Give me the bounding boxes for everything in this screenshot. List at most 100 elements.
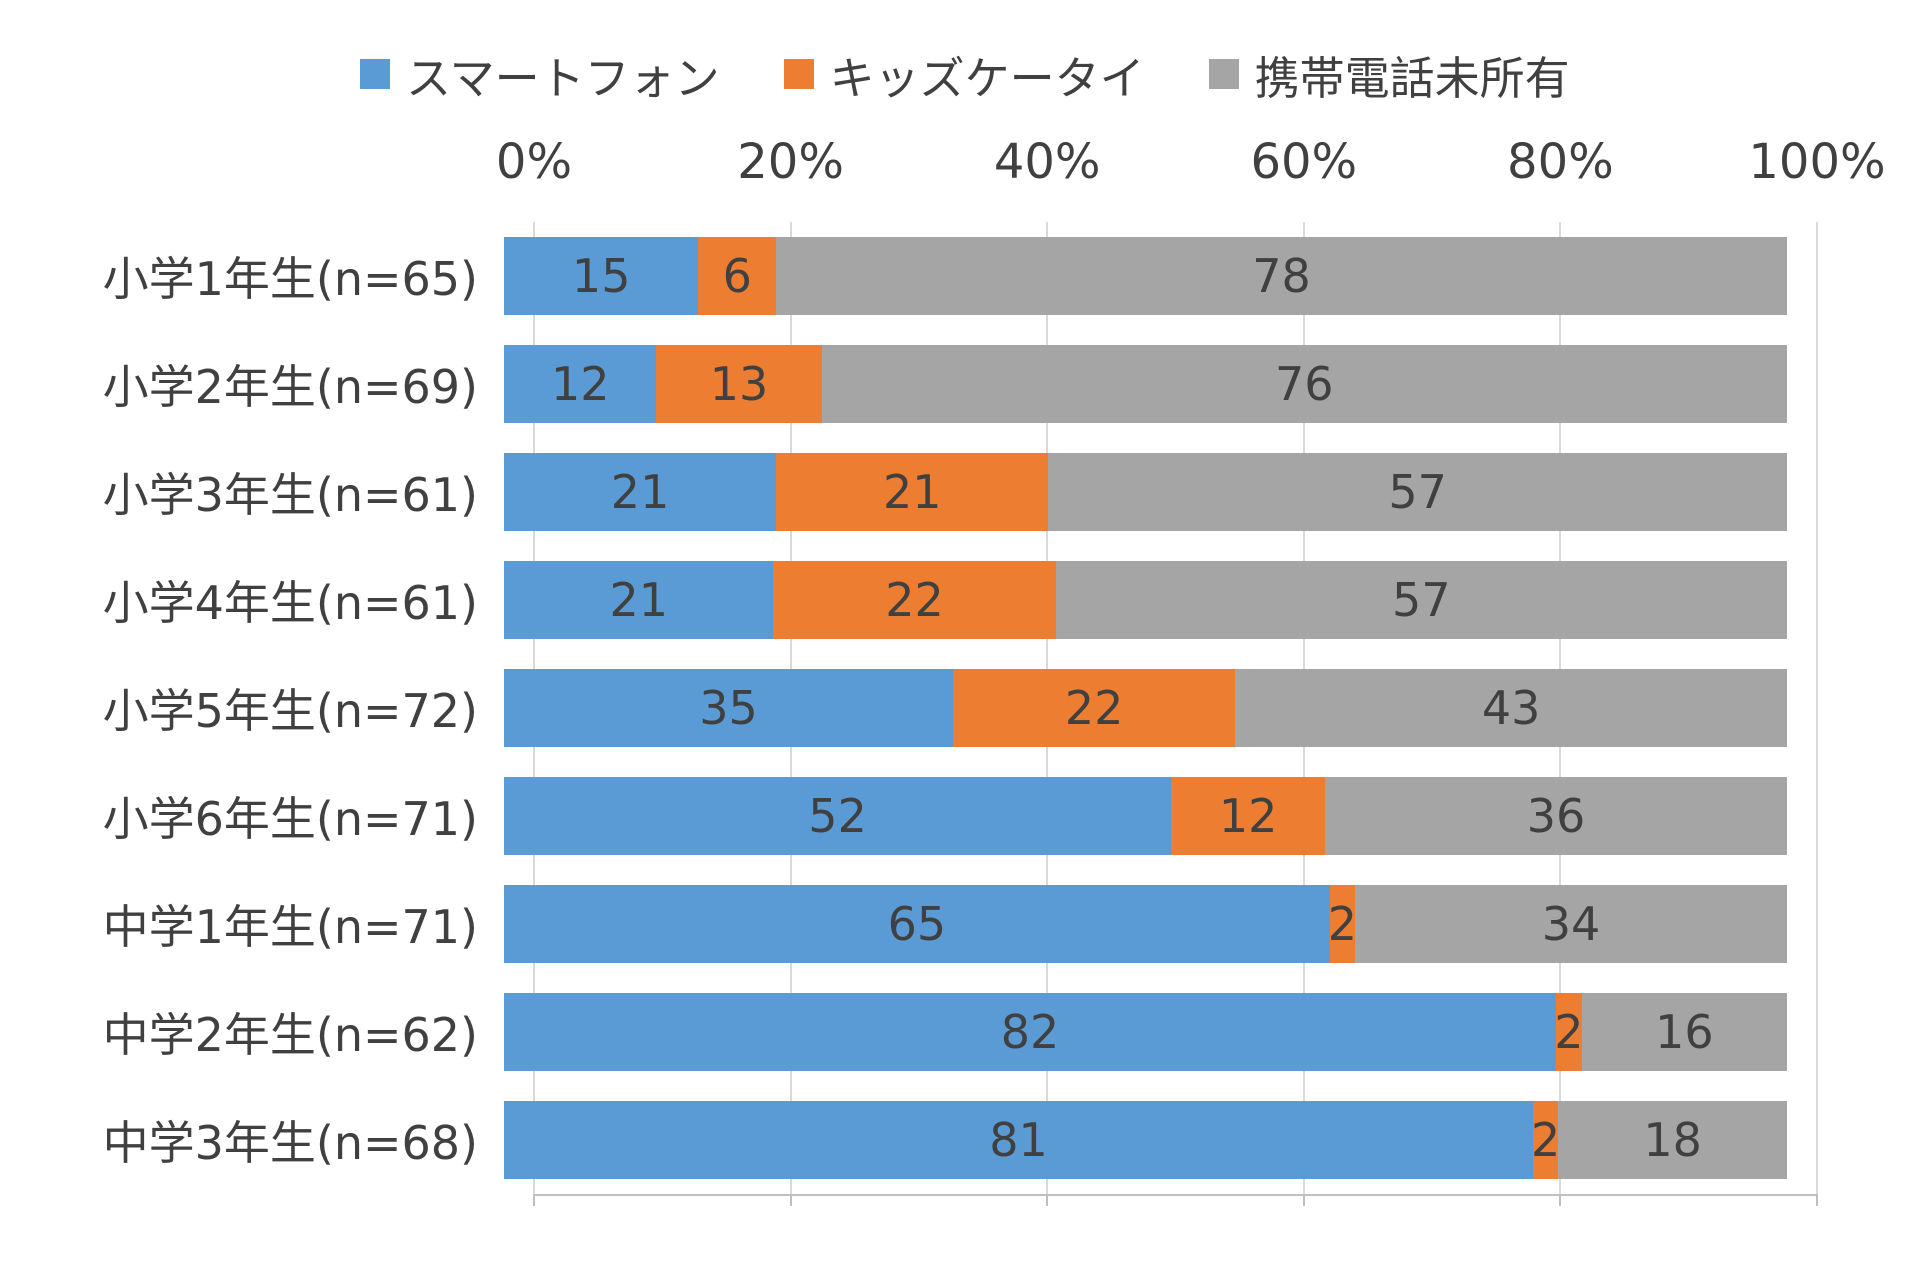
bar-value-label: 57 xyxy=(1392,573,1451,627)
axis-tick-mark xyxy=(1816,1194,1818,1206)
category-label: 小学6年生(n=71) xyxy=(102,792,478,846)
bar-segment: 2 xyxy=(1328,885,1357,963)
plot-area: 小学1年生(n=65) 15 6 78 小学2年生(n=69) 12 13 76 小学3年生(n… xyxy=(0,222,1920,1206)
chart-row: 小学1年生(n=65) 15 6 78 xyxy=(0,222,1920,330)
bar-track: 21 21 57 xyxy=(504,453,1787,531)
bar-segment: 15 xyxy=(504,237,699,315)
category-label: 小学4年生(n=61) xyxy=(102,576,478,630)
chart-row: 中学1年生(n=71) 65 2 34 xyxy=(0,870,1920,978)
bar-segment: 13 xyxy=(656,345,822,423)
bar-value-label: 78 xyxy=(1252,249,1311,303)
chart-row: 小学6年生(n=71) 52 12 36 xyxy=(0,762,1920,870)
bar-segment: 16 xyxy=(1581,993,1787,1071)
axis-tick-label: 100% xyxy=(1748,134,1886,190)
category-label: 小学2年生(n=69) xyxy=(102,360,478,414)
category-label: 小学1年生(n=65) xyxy=(102,252,478,306)
bar-value-label: 34 xyxy=(1541,897,1601,951)
bar-track: 15 6 78 xyxy=(504,237,1787,315)
bar-value-label: 35 xyxy=(699,681,758,735)
bar-value-label: 21 xyxy=(609,573,668,627)
legend-item-1: スマートフォン xyxy=(360,42,720,107)
chart-row: 中学2年生(n=62) 82 2 16 xyxy=(0,978,1920,1086)
axis-tick-mark xyxy=(1302,1194,1305,1206)
bar-value-label: 36 xyxy=(1526,789,1586,843)
bar-value-label: 18 xyxy=(1643,1113,1702,1167)
bar-value-label: 22 xyxy=(885,573,944,627)
bar-value-label: 2 xyxy=(1531,1113,1561,1167)
axis-tick-label: 20% xyxy=(737,134,844,190)
bar-track: 21 22 57 xyxy=(504,561,1787,639)
bar-segment: 22 xyxy=(773,561,1056,639)
category-label: 中学3年生(n=68) xyxy=(102,1116,478,1170)
bar-segment: 35 xyxy=(504,669,954,747)
chart-row: 小学4年生(n=61) 21 22 57 xyxy=(0,546,1920,654)
bar-track: 52 12 36 xyxy=(504,777,1787,855)
category-label: 小学3年生(n=61) xyxy=(102,468,478,522)
bar-track: 65 2 34 xyxy=(504,885,1787,963)
legend-swatch-icon xyxy=(360,59,390,89)
bar-segment: 43 xyxy=(1235,669,1787,747)
bar-value-label: 21 xyxy=(610,465,670,519)
bar-value-label: 12 xyxy=(550,357,610,411)
axis-tick-label: 60% xyxy=(1250,134,1358,190)
bar-value-label: 57 xyxy=(1388,465,1447,519)
bar-value-label: 82 xyxy=(1000,1005,1060,1059)
legend: スマートフォン キッズケータイ 携帯電話未所有 xyxy=(360,42,1920,107)
chart-row: 小学3年生(n=61) 21 21 57 xyxy=(0,438,1920,546)
legend-label: キッズケータイ xyxy=(829,51,1145,105)
bar-segment: 52 xyxy=(504,777,1172,855)
axis-tick-label: 80% xyxy=(1507,134,1614,190)
axis-tick-mark xyxy=(1046,1194,1049,1206)
bar-segment: 21 xyxy=(504,453,777,531)
axis-tick-mark xyxy=(533,1194,535,1206)
category-label: 中学2年生(n=62) xyxy=(102,1008,478,1062)
legend-item-3: 携帯電話未所有 xyxy=(1208,42,1570,107)
bar-segment: 22 xyxy=(953,669,1236,747)
bar-segment: 2 xyxy=(1531,1101,1561,1179)
bar-segment: 57 xyxy=(1055,561,1787,639)
bar-value-label: 15 xyxy=(571,249,631,303)
bar-value-label: 65 xyxy=(887,897,947,951)
category-label: 小学5年生(n=72) xyxy=(102,684,478,738)
bar-value-label: 81 xyxy=(989,1113,1048,1167)
bar-segment: 82 xyxy=(504,993,1557,1071)
bar-segment: 36 xyxy=(1325,777,1787,855)
bar-segment: 34 xyxy=(1355,885,1787,963)
bar-value-label: 52 xyxy=(808,789,867,843)
bar-segment: 21 xyxy=(504,561,774,639)
axis-tick-mark xyxy=(789,1194,792,1206)
legend-swatch-icon xyxy=(783,59,814,89)
bar-segment: 65 xyxy=(504,885,1330,963)
axis-tick-label: 0% xyxy=(495,134,573,190)
x-axis-top: 0% 20% 40% 60% 80% 100% xyxy=(496,134,1886,196)
bar-value-label: 43 xyxy=(1481,681,1541,735)
bar-value-label: 22 xyxy=(1064,681,1124,735)
axis-tick-label: 40% xyxy=(993,134,1101,190)
chart-row: 中学3年生(n=68) 81 2 18 xyxy=(0,1086,1920,1194)
bar-segment: 76 xyxy=(821,345,1787,423)
bar-value-label: 16 xyxy=(1655,1005,1714,1059)
gridline xyxy=(1816,222,1818,1194)
bar-track: 82 2 16 xyxy=(504,993,1787,1071)
bar-track: 81 2 18 xyxy=(504,1101,1787,1179)
chart-row: 小学5年生(n=72) 35 22 43 xyxy=(0,654,1920,762)
bar-segment: 57 xyxy=(1048,453,1787,531)
bar-value-label: 2 xyxy=(1554,1005,1584,1059)
legend-label: 携帯電話未所有 xyxy=(1254,51,1570,105)
bar-segment: 12 xyxy=(1171,777,1326,855)
plot-rows: 小学1年生(n=65) 15 6 78 小学2年生(n=69) 12 13 76 小学3年生(n… xyxy=(0,222,1920,1194)
legend-label: スマートフォン xyxy=(406,51,720,105)
bar-segment: 12 xyxy=(504,345,657,423)
legend-item-2: キッズケータイ xyxy=(783,42,1145,107)
bar-segment: 21 xyxy=(776,453,1049,531)
bar-value-label: 13 xyxy=(709,357,769,411)
chart-row: 小学2年生(n=69) 12 13 76 xyxy=(0,330,1920,438)
bar-segment: 18 xyxy=(1558,1101,1787,1179)
bar-segment: 81 xyxy=(504,1101,1533,1179)
category-label: 中学1年生(n=71) xyxy=(102,900,478,954)
bar-segment: 78 xyxy=(776,237,1787,315)
bar-value-label: 76 xyxy=(1274,357,1334,411)
axis-tick-mark xyxy=(1559,1194,1562,1206)
bar-value-label: 12 xyxy=(1218,789,1278,843)
